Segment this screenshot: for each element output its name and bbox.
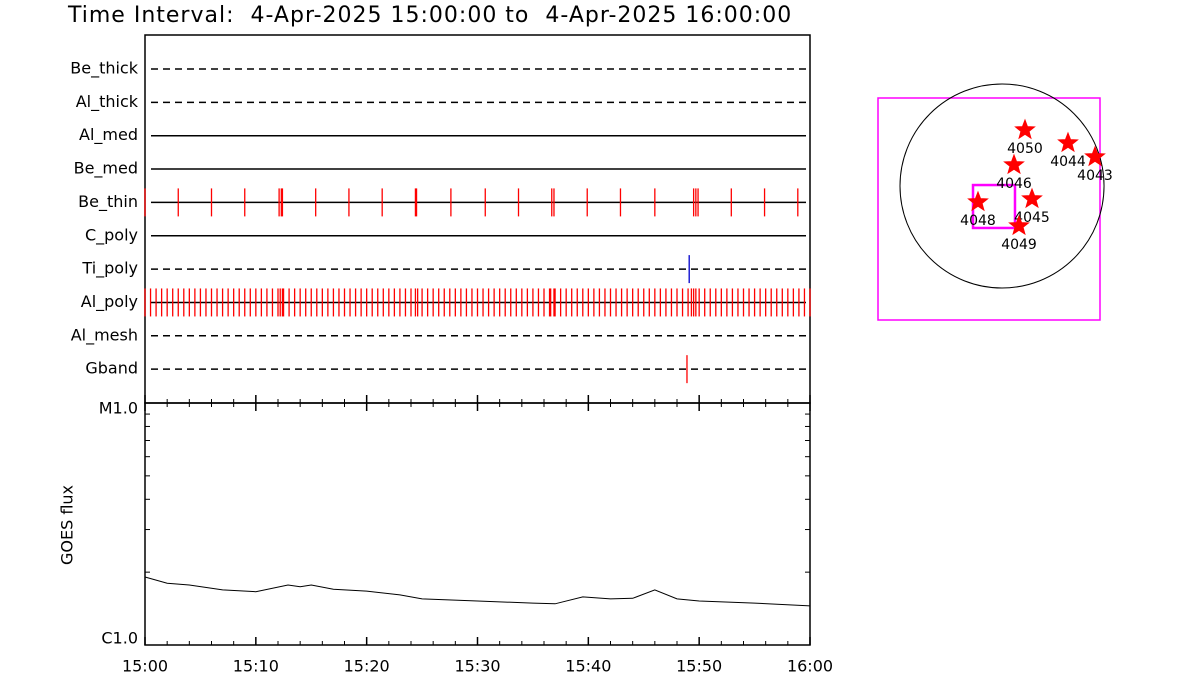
y-tick-label: C1.0 bbox=[101, 629, 138, 648]
row-label: Al_thick bbox=[76, 92, 139, 112]
region-label: 4044 bbox=[1050, 154, 1086, 170]
row-label: Gband bbox=[85, 359, 138, 378]
x-tick-label: 15:50 bbox=[676, 657, 722, 676]
region-label: 4046 bbox=[996, 176, 1032, 192]
row-label: Be_thin bbox=[78, 192, 138, 212]
region-star bbox=[1021, 187, 1043, 209]
region-star bbox=[1057, 131, 1079, 153]
chart-title: Time Interval: 4-Apr-2025 15:00:00 to 4-… bbox=[67, 3, 792, 28]
row-label: Be_med bbox=[74, 159, 138, 179]
region-label: 4049 bbox=[1001, 237, 1037, 253]
row-label: Al_poly bbox=[81, 292, 138, 312]
region-star bbox=[1014, 118, 1036, 140]
row-label: Ti_poly bbox=[81, 259, 138, 279]
x-tick-label: 15:20 bbox=[344, 657, 390, 676]
region-label: 4050 bbox=[1007, 141, 1043, 157]
region-label: 4045 bbox=[1014, 210, 1050, 226]
row-label: Al_med bbox=[79, 125, 138, 145]
y-axis-label: GOES flux bbox=[58, 485, 77, 565]
x-tick-label: 15:30 bbox=[454, 657, 500, 676]
region-star bbox=[967, 190, 989, 212]
y-tick-label: M1.0 bbox=[99, 399, 138, 418]
row-label: Be_thick bbox=[70, 59, 138, 79]
row-label: C_poly bbox=[85, 225, 138, 245]
goes-curve bbox=[144, 576, 811, 607]
row-label: Al_mesh bbox=[71, 325, 138, 345]
region-star bbox=[1008, 214, 1030, 236]
region-label: 4043 bbox=[1077, 168, 1113, 184]
x-tick-label: 15:10 bbox=[233, 657, 279, 676]
region-star bbox=[1003, 153, 1025, 175]
solar-disk bbox=[899, 83, 1105, 289]
region-star bbox=[1084, 145, 1106, 167]
x-tick-label: 15:00 bbox=[122, 657, 168, 676]
x-tick-label: 16:00 bbox=[787, 657, 833, 676]
region-label: 4048 bbox=[960, 213, 996, 229]
x-tick-label: 15:40 bbox=[565, 657, 611, 676]
map-frame bbox=[877, 97, 1101, 321]
